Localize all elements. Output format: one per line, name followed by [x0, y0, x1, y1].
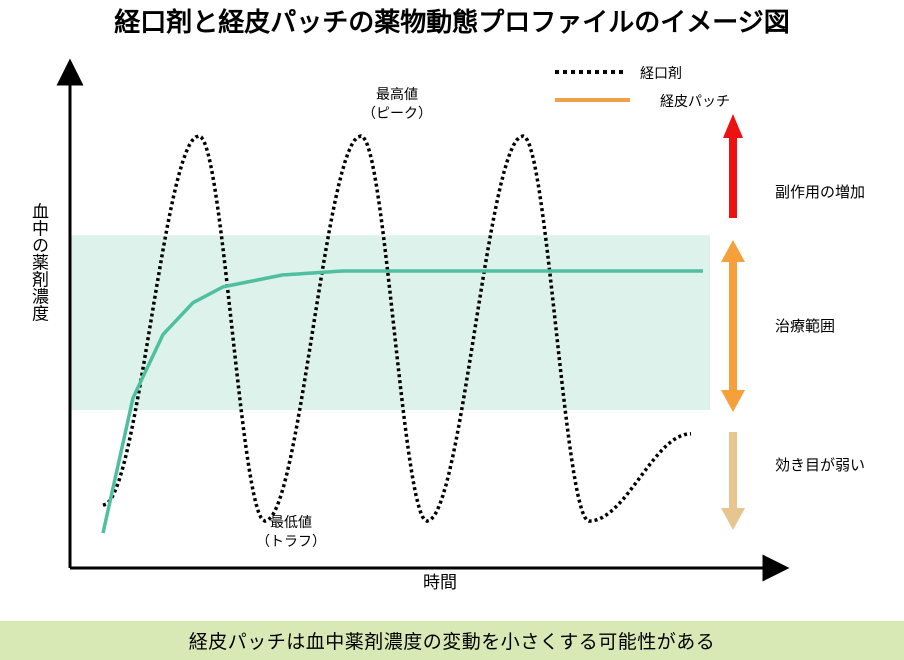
- indicator-weak-effect-label: 効き目が弱い: [775, 456, 865, 474]
- annotation-peak-sub: （ピーク）: [362, 106, 432, 122]
- annotation-peak: 最高値: [376, 86, 418, 103]
- series-line-patch: [101, 269, 703, 534]
- indicator-side-effects-label: 副作用の増加: [775, 183, 865, 201]
- y-axis-label: 血中の薬剤濃度: [28, 202, 49, 321]
- indicator-therapeutic: 治療範囲: [721, 240, 835, 412]
- series-line-oral: [102, 134, 692, 523]
- chart-title: 経口剤と経皮パッチの薬物動態プロファイルのイメージ図: [114, 7, 789, 38]
- arrow-up-icon: [721, 240, 745, 262]
- arrow-up-icon: [723, 114, 743, 138]
- chart-canvas: 経口剤と経皮パッチの薬物動態プロファイルのイメージ図 時間 血中の薬剤濃度 経口…: [28, 7, 865, 593]
- indicator-side-effects: 副作用の増加: [723, 114, 865, 218]
- arrow-down-icon: [721, 390, 745, 412]
- legend-label-patch: 経皮パッチ: [660, 94, 730, 110]
- legend-label-oral: 経口剤: [640, 66, 682, 82]
- annotation-trough-sub: （トラフ）: [256, 534, 326, 550]
- footer-text: 経皮パッチは血中薬剤濃度の変動を小さくする可能性がある: [188, 631, 716, 653]
- annotation-trough: 最低値: [270, 515, 312, 531]
- x-axis-label: 時間: [423, 573, 457, 593]
- indicator-side-effects-bar: [729, 136, 737, 218]
- indicator-weak-effect-bar: [729, 432, 737, 510]
- indicator-therapeutic-label: 治療範囲: [775, 317, 835, 335]
- indicator-therapeutic-bar: [729, 258, 737, 394]
- legend: 経口剤 経皮パッチ: [555, 66, 730, 110]
- footer-banner: 経皮パッチは血中薬剤濃度の変動を小さくする可能性がある: [0, 621, 904, 660]
- arrow-down-icon: [721, 508, 745, 530]
- indicator-weak-effect: 効き目が弱い: [721, 432, 865, 530]
- therapeutic-range-band: [70, 235, 710, 410]
